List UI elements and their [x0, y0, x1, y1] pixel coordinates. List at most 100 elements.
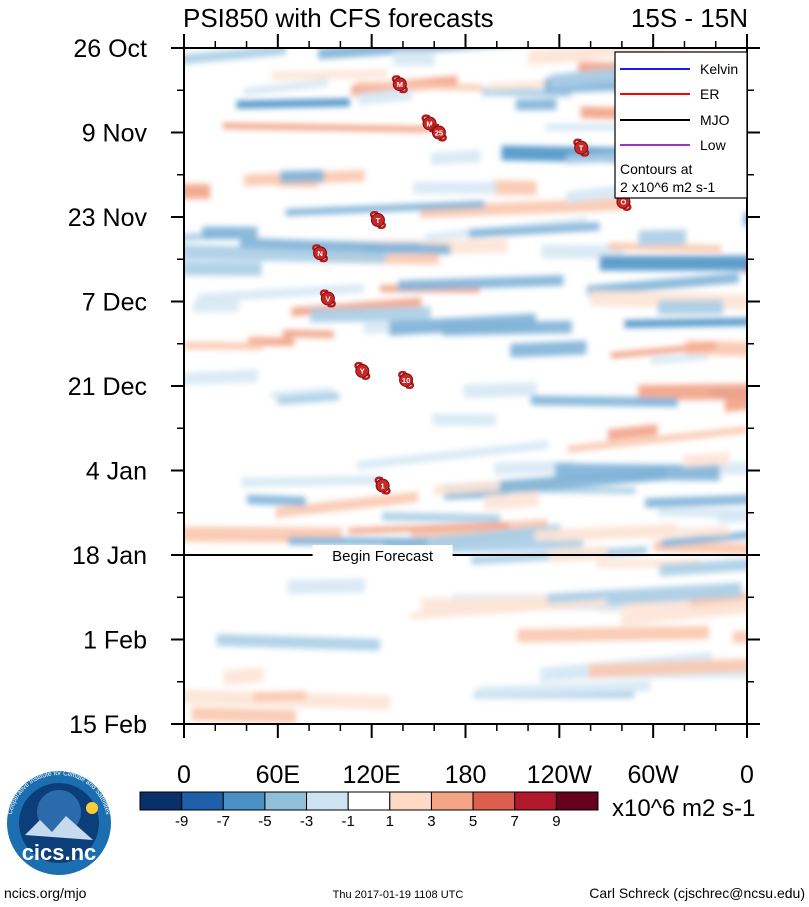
anomaly-band [397, 275, 564, 291]
anomaly-band [463, 382, 537, 399]
legend-note-line2: 2 x10^6 m2 s-1 [620, 179, 715, 195]
anomaly-band [724, 395, 747, 413]
anomaly-band [241, 474, 385, 488]
colorbar-labels: -9 -7 -5 -3 -1 1 3 5 7 9 [175, 813, 561, 830]
storm-center [392, 77, 407, 92]
storm-symbol: 25 [430, 123, 447, 142]
storm-label: N [317, 249, 322, 258]
anomaly-band [743, 212, 747, 227]
storm-label: T [376, 216, 381, 225]
y-tick-label: 7 Dec [82, 289, 147, 317]
anomaly-band [193, 300, 239, 313]
anomaly-band [184, 48, 287, 65]
storm-center [399, 372, 414, 387]
x-tick-label: 120E [342, 761, 400, 789]
storm-symbol: V [319, 289, 336, 308]
anomaly-band [184, 183, 211, 200]
anomaly-band [494, 460, 575, 475]
x-tick-label: 60W [627, 761, 679, 789]
anomaly-band [285, 200, 485, 217]
storm-symbol: Y [354, 361, 371, 380]
storm-center [355, 363, 370, 378]
colorbar-label: -1 [342, 813, 355, 830]
anomaly-band [477, 680, 651, 698]
anomaly-field [184, 48, 747, 724]
anomaly-band [184, 261, 262, 277]
anomaly-band [310, 306, 431, 323]
anomaly-band [499, 466, 667, 495]
y-tick-label: 15 Feb [69, 711, 147, 739]
anomaly-band [732, 630, 747, 643]
anomaly-band [620, 599, 747, 627]
anomaly-band [393, 50, 435, 67]
anomaly-band [184, 341, 263, 350]
storm-center [431, 125, 446, 140]
anomaly-band [645, 494, 747, 508]
colorbar-label: 5 [469, 813, 477, 830]
colorbar-label: 1 [386, 813, 394, 830]
anomaly-band [610, 342, 717, 359]
anomaly-band [515, 98, 557, 111]
colorbar-swatch [472, 791, 516, 811]
y-tick-label: 1 Feb [83, 627, 147, 655]
anomaly-band [607, 424, 658, 441]
anomaly-band [357, 87, 412, 106]
anomaly-band [599, 255, 747, 271]
chart-title: PSI850 with CFS forecasts [183, 3, 494, 33]
colorbar-swatch [430, 791, 474, 811]
colorbar-label: 9 [552, 813, 560, 830]
colorbar-label: -7 [217, 813, 230, 830]
colorbar-swatch [514, 791, 557, 811]
anomaly-band [280, 170, 324, 183]
storm-label: M [397, 80, 403, 89]
anomaly-band [432, 413, 496, 426]
anomaly-band [247, 494, 306, 507]
colorbar-swatch [181, 791, 224, 811]
cics-logo: cics.nc Cooperative Institute for Climat… [7, 770, 111, 875]
y-tick-label: 18 Jan [72, 542, 147, 570]
storm-label: Y [360, 367, 365, 376]
colorbar-label: -9 [175, 813, 188, 830]
anomaly-band [546, 53, 595, 64]
storm-center [320, 291, 335, 306]
anomaly-band [270, 387, 333, 399]
anomaly-band [288, 537, 427, 546]
begin-forecast-marker: Begin Forecast [184, 545, 747, 565]
x-tick-label: 120W [527, 761, 593, 789]
anomaly-band [236, 98, 350, 109]
anomaly-band [608, 242, 722, 253]
storm-center [370, 213, 385, 228]
storm-label: 25 [435, 128, 443, 137]
colorbar [139, 791, 599, 811]
anomaly-shading [184, 48, 747, 724]
colorbar-swatch [555, 791, 599, 811]
anomaly-band [567, 426, 747, 453]
anomaly-band [431, 149, 481, 166]
y-tick-label: 4 Jan [86, 458, 147, 486]
storm-symbol: M [391, 75, 408, 94]
anomaly-band [650, 352, 709, 365]
legend: Kelvin ER MJO Low Contours at 2 x10^6 m2… [614, 51, 748, 199]
colorbar-label: 3 [427, 813, 435, 830]
x-axis-labels: 0 60E 120E 180 120W 60W 0 [177, 761, 754, 789]
colorbar-label: 7 [511, 813, 519, 830]
anomaly-band [191, 707, 297, 724]
footer-timestamp: Thu 2017-01-19 1108 UTC [333, 889, 464, 901]
anomaly-band [587, 272, 740, 296]
y-tick-label: 21 Dec [68, 373, 147, 401]
x-tick-label: 180 [445, 761, 487, 789]
anomaly-band [243, 78, 328, 96]
anomaly-band [530, 395, 678, 408]
footer-author: Carl Schreck (cjschrec@ncsu.edu) [589, 885, 805, 901]
colorbar-label: -3 [300, 813, 313, 830]
legend-box [614, 51, 748, 199]
anomaly-band [197, 283, 364, 303]
anomaly-band [657, 299, 724, 316]
logo-text: cics.nc [22, 840, 97, 865]
anomaly-band [223, 666, 264, 686]
anomaly-band [661, 531, 747, 548]
anomaly-band [356, 81, 483, 91]
anomaly-band [184, 369, 258, 386]
anomaly-band [410, 598, 608, 620]
